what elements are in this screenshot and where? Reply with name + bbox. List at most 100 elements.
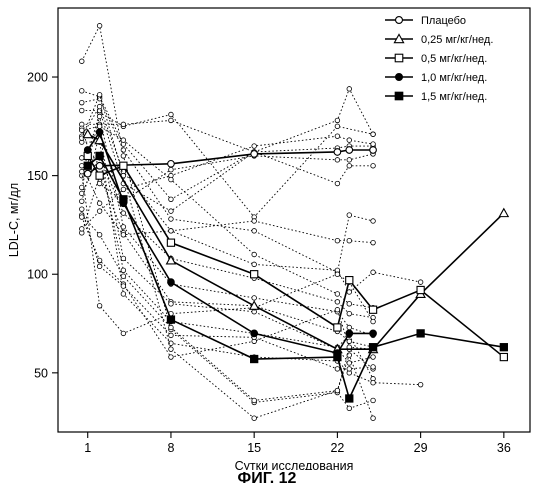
- subject-4-point-1: [79, 100, 84, 105]
- series-4-point-7: [346, 330, 353, 337]
- subject-22-point-2: [97, 124, 102, 129]
- series-3-point-3: [120, 162, 127, 169]
- subject-18-point-3: [121, 331, 126, 336]
- series-1-point-2: [96, 162, 103, 169]
- subject-13-point-8: [371, 398, 376, 403]
- series-1-point-3: [168, 160, 175, 167]
- subject-2-point-7: [347, 87, 352, 92]
- subject-22-point-7: [347, 302, 352, 307]
- subject-19-point-2: [97, 201, 102, 206]
- series-3-point-5: [251, 271, 258, 278]
- subject-7-point-6: [335, 300, 340, 305]
- subject-20-point-1: [79, 227, 84, 232]
- series-5-point-10: [500, 344, 507, 351]
- x-tick-label-1: 1: [84, 441, 91, 455]
- subject-15-point-4: [169, 325, 174, 330]
- subject-4-point-7: [347, 213, 352, 218]
- subject-16-point-6: [335, 307, 340, 312]
- subject-3-point-6: [335, 181, 340, 186]
- series-5-point-8: [369, 344, 376, 351]
- subject-22-point-5: [252, 252, 257, 257]
- subject-2-point-6: [335, 118, 340, 123]
- y-tick-label-4: 200: [27, 71, 48, 85]
- series-4-point-5: [251, 330, 258, 337]
- series-1-point-5: [334, 149, 341, 156]
- series-5-point-2: [96, 152, 103, 159]
- subject-21-point-2: [97, 181, 102, 186]
- subject-11-point-1: [79, 156, 84, 161]
- y-axis-title: LDL-C, мг/дл: [7, 183, 21, 257]
- subject-8-point-3: [121, 225, 126, 230]
- subject-18-point-2: [97, 303, 102, 308]
- subject-5-point-4: [169, 209, 174, 214]
- subject-3-point-7: [347, 163, 352, 168]
- subject-6-point-9: [418, 280, 423, 285]
- subject-22-point-1: [79, 128, 84, 133]
- series-3-point-7: [346, 277, 353, 284]
- subject-19-point-8: [371, 240, 376, 245]
- subject-5-point-1: [79, 108, 84, 113]
- subject-11-point-3: [121, 268, 126, 273]
- subject-20-point-6: [335, 134, 340, 139]
- series-4-point-4: [168, 279, 175, 286]
- subject-13-point-2: [97, 23, 102, 28]
- subject-4-point-8: [371, 219, 376, 224]
- series-4-point-1: [84, 147, 91, 154]
- y-tick-label-1: 50: [34, 366, 48, 380]
- subject-15-line: [82, 215, 373, 400]
- x-tick-label-4: 22: [330, 441, 344, 455]
- x-axis-title: Сутки исследования: [235, 459, 354, 470]
- subject-13-point-7: [347, 406, 352, 411]
- subject-17-point-6: [335, 367, 340, 372]
- series-1-point-1: [84, 170, 91, 177]
- series-3-point-2: [96, 172, 103, 179]
- series-3-point-10: [500, 353, 507, 360]
- legend-marker-5: [395, 92, 403, 100]
- subject-16-point-4: [169, 355, 174, 360]
- subject-21-point-7: [347, 158, 352, 163]
- subject-12-point-3: [121, 292, 126, 297]
- subject-15-point-5: [252, 398, 257, 403]
- subject-3-point-8: [371, 163, 376, 168]
- subject-20-point-3: [121, 187, 126, 192]
- series-1-point-6: [346, 147, 353, 154]
- subject-21-point-4: [169, 167, 174, 172]
- series-5-point-7: [346, 395, 353, 402]
- subject-7-point-7: [347, 311, 352, 316]
- series-3-point-8: [369, 306, 376, 313]
- subject-2-point-4: [169, 118, 174, 123]
- subject-8-point-1: [79, 185, 84, 190]
- figure-caption: ФИГ. 12: [0, 470, 534, 488]
- subject-10-point-7: [347, 361, 352, 366]
- series-layer: [83, 129, 508, 402]
- series-3-point-4: [167, 239, 174, 246]
- subject-9-point-7: [347, 339, 352, 344]
- series-4-point-8: [370, 330, 377, 337]
- x-tick-label-6: 36: [497, 441, 511, 455]
- x-tick-label-2: 8: [167, 441, 174, 455]
- ldl-chart: 181522293650100150200 Сутки исследования…: [0, 0, 534, 470]
- subject-22-line: [82, 126, 373, 307]
- y-tick-label-2: 100: [27, 268, 48, 282]
- subject-15-point-2: [97, 232, 102, 237]
- subject-8-point-7: [347, 325, 352, 330]
- series-4-point-2: [96, 129, 103, 136]
- legend-marker-4: [396, 74, 403, 81]
- legend: Плацебо0,25 мг/кг/нед.0,5 мг/кг/нед.1,0 …: [385, 15, 493, 103]
- subject-21-point-6: [335, 158, 340, 163]
- subject-6-point-8: [371, 270, 376, 275]
- x-tick-label-5: 29: [414, 441, 428, 455]
- subject-13-point-1: [79, 59, 84, 64]
- series-5-point-4: [167, 316, 174, 323]
- subject-19-point-5: [252, 219, 257, 224]
- subject-13-point-3: [121, 154, 126, 159]
- y-tick-label-3: 150: [27, 169, 48, 183]
- legend-marker-1: [396, 17, 403, 24]
- subject-17-point-3: [121, 284, 126, 289]
- subject-15-point-3: [121, 274, 126, 279]
- series-5-point-1: [84, 162, 91, 169]
- subject-10-point-4: [169, 302, 174, 307]
- subject-19-point-4: [169, 229, 174, 234]
- series-5-point-5: [251, 355, 258, 362]
- subject-19-point-6: [335, 238, 340, 243]
